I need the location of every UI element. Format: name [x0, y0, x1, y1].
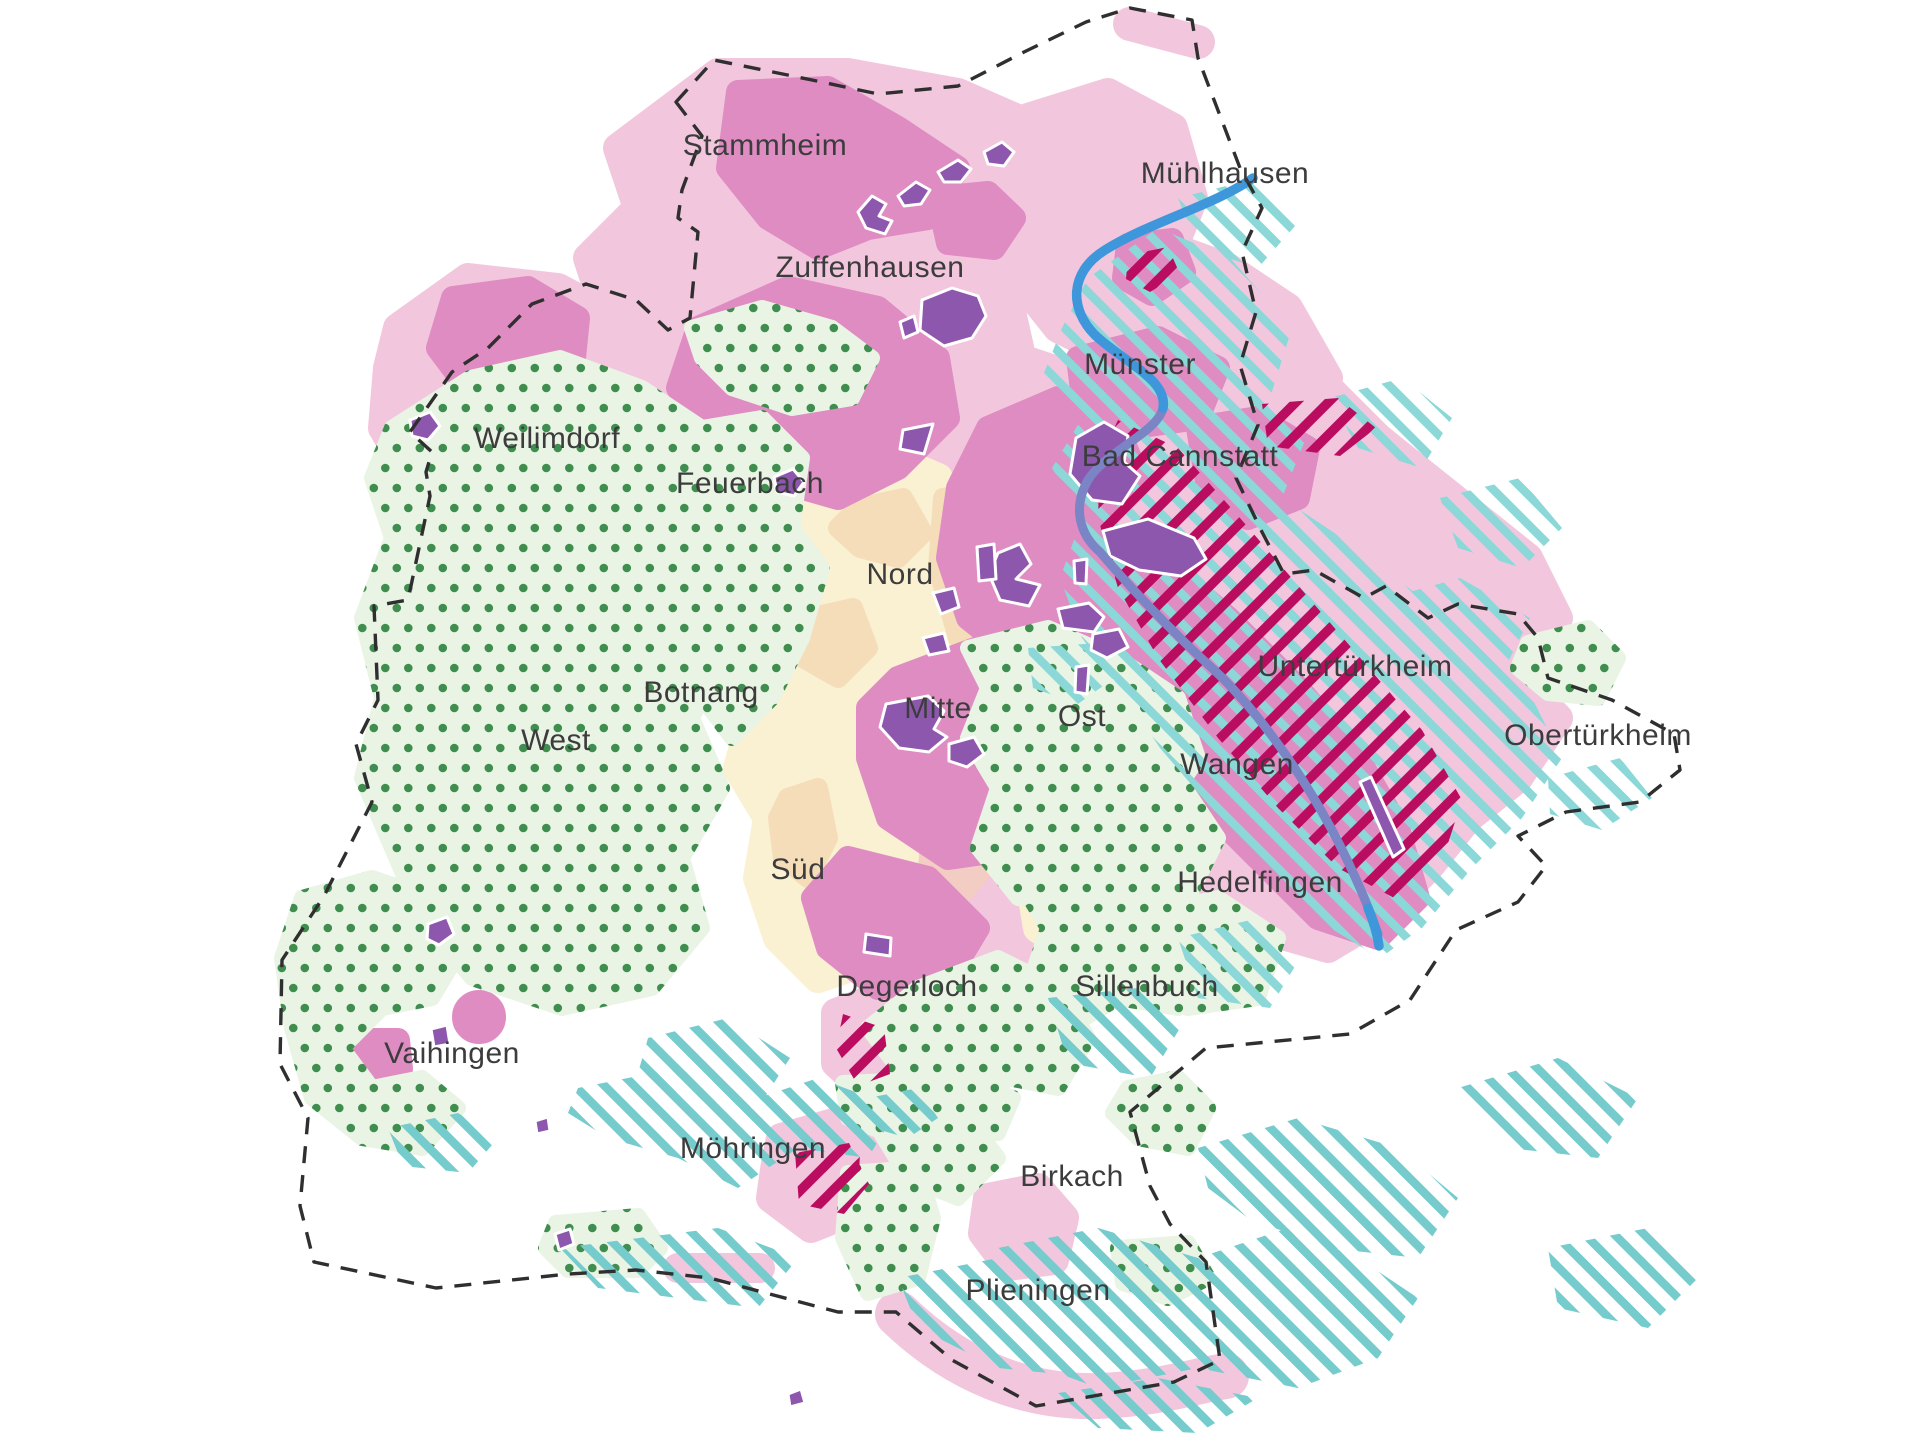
area-teal-stripes [388, 1113, 498, 1173]
site-purple [862, 932, 893, 958]
site-purple [856, 194, 894, 236]
area-crimson-stripes [795, 1143, 869, 1214]
area-teal-stripes [1058, 1378, 1258, 1433]
site-purple [975, 542, 998, 583]
area-crimson-stripes [836, 1014, 890, 1086]
area-teal-stripes [1388, 578, 1530, 678]
site-purple [1358, 775, 1406, 859]
district-label-hedelfingen: Hedelfingen [1177, 866, 1343, 899]
district-labels: Stammheim Mühlhausen Zuffenhausen Münster Ba… [384, 129, 1692, 1307]
district-label-nord: Nord [866, 558, 933, 591]
site-purple [1101, 517, 1208, 578]
site-purple [898, 314, 920, 340]
area-green-dots [1510, 620, 1626, 706]
site-purple [533, 1115, 552, 1136]
area-beige [768, 778, 838, 888]
site-purple [931, 586, 961, 616]
area-medium-pink [350, 1028, 413, 1084]
district-label-ost: Ost [1058, 700, 1106, 733]
area-medium-pink [716, 76, 970, 260]
area-teal-stripes [1458, 1058, 1638, 1158]
site-purple [1073, 663, 1091, 696]
district-label-mitte: Mitte [904, 692, 972, 725]
district-label-plieningen: Plieningen [965, 1274, 1110, 1307]
area-teal-stripes [1028, 643, 1114, 704]
area-teal-stripes [568, 1068, 898, 1188]
area-teal-stripes [1048, 988, 1180, 1078]
site-purple [878, 694, 949, 754]
area-beige [828, 488, 933, 568]
district-label-weilimdorf: Weilimdorf [474, 422, 620, 455]
river-upper-blue [1071, 173, 1258, 413]
area-medium-pink [452, 990, 506, 1044]
site-purple [786, 1387, 807, 1409]
site-purple [898, 422, 935, 456]
area-teal-stripes [1330, 378, 1452, 468]
area-light-pink-band [1113, 7, 1215, 59]
area-teal-stripes [1548, 758, 1652, 830]
district-label-muenster: Münster [1084, 348, 1196, 381]
site-purple [772, 467, 806, 498]
site-purple [1072, 557, 1089, 586]
area-teal-stripes [898, 1258, 1148, 1378]
area-teal-stripes [560, 1228, 798, 1308]
site-purple [425, 915, 456, 947]
district-label-birkach: Birkach [1020, 1160, 1124, 1193]
area-teal-stripes [1198, 1118, 1458, 1258]
area-teal-stripes [868, 1088, 938, 1138]
area-crimson-stripes [1262, 398, 1376, 456]
site-purple [987, 542, 1042, 608]
district-label-feuerbach: Feuerbach [676, 467, 824, 500]
area-crimson-stripes [1126, 247, 1180, 292]
district-label-moehringen: Möhringen [680, 1132, 826, 1165]
district-label-zuffenhausen: Zuffenhausen [776, 251, 965, 284]
district-label-untertuerkheim: Untertürkheim [1258, 650, 1453, 683]
district-label-sued: Süd [771, 853, 826, 886]
area-teal-stripes [1548, 1228, 1698, 1328]
neckar-river [1071, 173, 1384, 951]
site-purple [947, 735, 986, 769]
site-purple [982, 140, 1016, 168]
district-label-west: West [521, 724, 591, 757]
site-purple [553, 1227, 576, 1252]
site-purple [918, 286, 988, 348]
city-boundary [278, 6, 1682, 1408]
site-purple [1056, 601, 1106, 634]
district-label-muehlhausen: Mühlhausen [1141, 157, 1309, 190]
district-label-obertuerkheim: Obertürkheim [1504, 719, 1692, 752]
district-label-botnang: Botnang [643, 676, 758, 709]
site-purple [896, 180, 932, 208]
site-purple [429, 1023, 452, 1049]
area-teal-stripes [1440, 478, 1562, 568]
area-green-dots [694, 410, 830, 746]
river-lower-blue [1363, 903, 1384, 951]
area-teal-stripes [1178, 918, 1300, 1008]
district-label-stammheim: Stammheim [683, 129, 848, 162]
area-medium-pink [926, 181, 1026, 260]
area-green-dots [274, 870, 470, 1156]
site-purple [936, 158, 973, 184]
district-label-sillenbuch: Sillenbuch [1075, 970, 1218, 1003]
district-label-degerloch: Degerloch [836, 970, 977, 1003]
area-green-dots [684, 300, 880, 416]
area-light-pink [1081, 100, 1145, 164]
district-label-bad-cannstatt: Bad Cannstatt [1082, 440, 1279, 473]
district-label-vaihingen: Vaihingen [384, 1037, 520, 1070]
district-label-wangen: Wangen [1180, 748, 1294, 781]
site-purple [921, 631, 951, 657]
site-purple [1089, 627, 1130, 660]
